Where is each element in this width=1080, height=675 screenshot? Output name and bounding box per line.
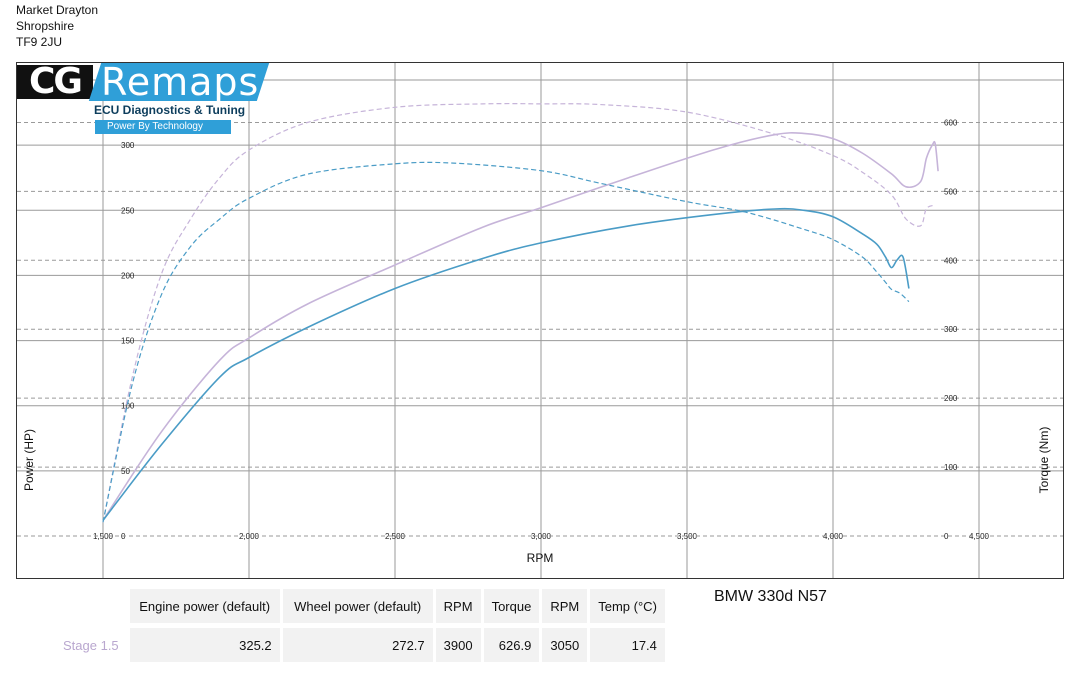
chart-frame [16,62,1064,579]
cg-remaps-logo: CG Remaps ECU Diagnostics & Tuning Power… [17,60,270,137]
dyno-chart: 1,5002,0002,5003,0003,5004,0004,50005010… [16,62,1064,579]
x-tick-label: 4,000 [823,532,844,541]
y-left-tick-label: 150 [121,337,135,346]
logo-tag-banner [95,120,231,134]
row-label: Stage 1.5 [63,637,119,653]
address-line: Market Drayton [16,3,99,17]
chart-title: BMW 330d N57 [714,588,827,605]
logo-subtitle: ECU Diagnostics & Tuning [94,103,246,117]
y-left-tick-label: 200 [121,271,135,280]
header-wheel-power: Wheel power (default) [282,589,433,623]
header-engine-power: Engine power (default) [129,589,280,623]
y-left-tick-label: 50 [121,467,130,476]
engine-power-value: 325.2 [129,628,280,662]
y-right-tick-label: 200 [944,394,958,403]
stage-torque-curve [102,102,936,523]
header-rpm-2: RPM [542,589,588,623]
x-axis-label: RPM [527,551,554,565]
y-right-tick-label: 300 [944,325,958,334]
logo-brand: Remaps [101,60,260,104]
y-right-tick-label: 600 [944,118,958,127]
stage-power-curve [102,132,939,521]
y-right-tick-label: 100 [944,463,958,472]
x-tick-label: 3,500 [677,532,698,541]
y-right-tick-label: 0 [944,532,949,541]
table-row: Stage 1.5 325.2 272.7 3900 626.9 3050 17… [23,628,665,662]
logo-cg-mark: CG [17,64,93,100]
results-header-row: Engine power (default) Wheel power (defa… [23,589,665,623]
y-right-tick-label: 400 [944,256,958,265]
stock-torque-curve [102,161,910,523]
temp-value: 17.4 [590,628,665,662]
wheel-power-value: 272.7 [282,628,433,662]
header-blank [23,589,127,623]
power-rpm-value: 3900 [435,628,481,662]
y-right-tick-label: 500 [944,187,958,196]
x-tick-label: 3,000 [531,532,552,541]
y-left-axis-label: Power (HP) [22,429,36,491]
header-rpm: RPM [435,589,481,623]
torque-value: 626.9 [483,628,540,662]
header-temp: Temp (°C) [590,589,665,623]
header-torque: Torque [483,589,540,623]
y-left-tick-label: 100 [121,402,135,411]
results-table: Engine power (default) Wheel power (defa… [20,584,668,667]
y-left-tick-label: 300 [121,141,135,150]
address-line: Shropshire [16,19,75,33]
y-right-axis-label: Torque (Nm) [1037,427,1051,494]
address-block: Market Drayton Shropshire TF9 2JU [16,2,98,50]
logo-tagline: Power By Technology [107,121,203,132]
address-line: TF9 2JU [16,35,63,49]
y-left-tick-label: 250 [121,206,135,215]
torque-rpm-value: 3050 [542,628,588,662]
stock-power-curve [102,207,910,521]
